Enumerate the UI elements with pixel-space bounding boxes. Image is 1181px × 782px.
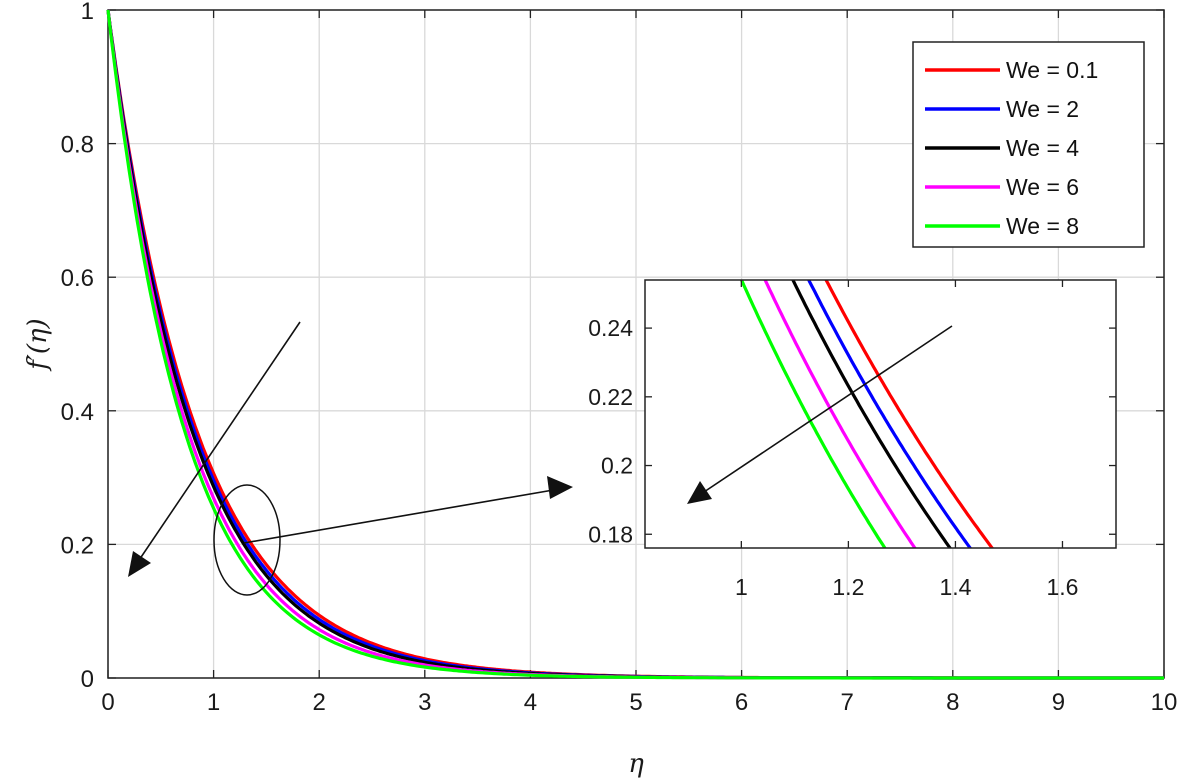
legend: We = 0.1 We = 2 We = 4 We = 6 We = 8 — [912, 41, 1145, 248]
legend-label-1: We = 0.1 — [1006, 57, 1098, 83]
inset-x-tick-label: 1.2 — [832, 574, 864, 600]
zoom-region-ellipse — [213, 484, 281, 596]
y-tick-label: 0.4 — [61, 399, 94, 426]
inset-x-tick-label: 1 — [735, 574, 748, 600]
legend-label-5: We = 8 — [1006, 213, 1079, 239]
legend-label-4: We = 6 — [1006, 174, 1079, 200]
x-tick-label: 8 — [946, 689, 959, 716]
y-tick-label: 0.2 — [61, 532, 94, 559]
inset-x-tick-labels: 1 1.2 1.4 1.6 — [735, 574, 1079, 600]
inset-y-tick-label: 0.22 — [588, 384, 633, 410]
y-tick-label: 1 — [81, 0, 94, 25]
trend-arrow-main-head — [128, 551, 151, 577]
x-axis-label: η — [628, 749, 644, 779]
inset-y-tick-labels: 0.18 0.2 0.22 0.24 — [588, 315, 633, 547]
inset-series-line-3 — [791, 280, 952, 548]
y-tick-label: 0 — [81, 666, 94, 693]
inset-series-line-5 — [739, 280, 887, 548]
zoom-connector-arrow-head — [547, 476, 573, 499]
x-tick-label: 0 — [101, 689, 114, 716]
x-tick-label: 4 — [524, 689, 537, 716]
main-series-lines — [106, 9, 1164, 680]
inset-y-tick-label: 0.18 — [588, 521, 633, 547]
legend-label-3: We = 4 — [1006, 135, 1079, 161]
inset-series-lines — [739, 280, 995, 548]
main-y-tick-labels: 0 0.2 0.4 0.6 0.8 1 — [61, 0, 94, 693]
inset-tick-marks — [645, 280, 1116, 548]
trend-arrow-inset-head — [687, 481, 712, 504]
y-tick-label: 0.6 — [61, 265, 94, 292]
x-tick-label: 9 — [1052, 689, 1065, 716]
x-tick-label: 5 — [629, 689, 642, 716]
legend-label-2: We = 2 — [1006, 96, 1079, 122]
x-tick-label: 6 — [735, 689, 748, 716]
trend-arrow-inset — [694, 325, 953, 499]
y-tick-label: 0.8 — [61, 132, 94, 159]
trend-arrow-main — [130, 321, 301, 573]
inset-y-tick-label: 0.24 — [588, 315, 633, 341]
legend-box — [912, 41, 1145, 248]
x-tick-label: 3 — [418, 689, 431, 716]
zoom-connector-arrow — [243, 487, 566, 544]
x-tick-label: 1 — [207, 689, 220, 716]
main-x-tick-labels: 0 1 2 3 4 5 6 7 8 9 10 — [101, 689, 1177, 716]
inset-series-line-2 — [806, 280, 973, 548]
inset-x-tick-label: 1.6 — [1046, 574, 1078, 600]
inset-y-tick-label: 0.2 — [601, 453, 633, 479]
x-tick-label: 7 — [841, 689, 854, 716]
inset-x-tick-label: 1.4 — [939, 574, 971, 600]
inset-series-line-1 — [824, 280, 995, 548]
x-tick-label: 10 — [1151, 689, 1178, 716]
inset-frame — [644, 279, 1117, 549]
inset-series-line-4 — [763, 280, 917, 548]
series-line-5 — [106, 9, 1164, 680]
x-tick-label: 2 — [313, 689, 326, 716]
y-axis-label: f′(η) — [23, 318, 53, 371]
